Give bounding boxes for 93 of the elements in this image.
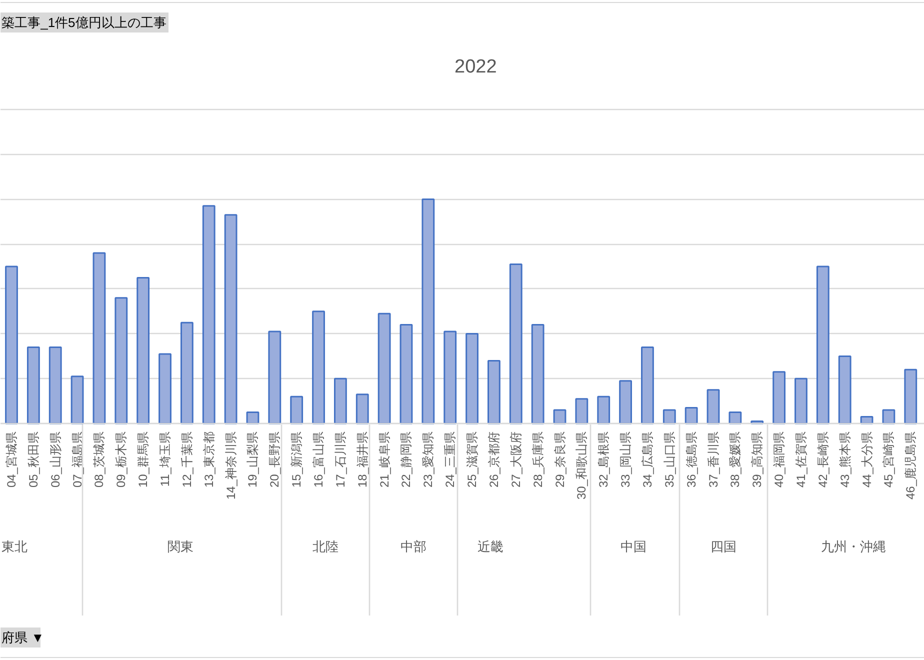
- text: 近畿: [478, 539, 504, 554]
- x-tick-label: 10_群馬県: [136, 431, 150, 488]
- text: 中国: [620, 539, 646, 554]
- x-tick-label: 34_広島県: [640, 431, 654, 488]
- x-tick-label: 36_徳島県: [684, 431, 698, 488]
- bar: [378, 312, 391, 424]
- bar: [400, 324, 413, 424]
- x-tick-label: 40_福岡県: [772, 431, 786, 488]
- x-tick-label: 21_岐阜県: [377, 431, 392, 488]
- bar: [202, 205, 216, 424]
- bar: [575, 398, 588, 424]
- x-tick-label: 35_山口県: [662, 431, 676, 488]
- bar: [312, 310, 325, 424]
- x-tick-label: 05_秋田県: [26, 431, 40, 488]
- bar: [466, 333, 478, 424]
- text: 北陸: [312, 539, 338, 554]
- x-tick-label: 43_熊本県: [838, 431, 852, 488]
- x-tick-label: 24_三重県: [443, 431, 458, 488]
- x-tick-label: 13_東京都: [202, 431, 216, 488]
- bar: [26, 346, 40, 424]
- x-tick-label: 04_宮城県: [4, 431, 18, 488]
- bar: [838, 355, 852, 424]
- bar: [268, 330, 282, 424]
- x-tick-label: 19_山梨県: [246, 431, 260, 488]
- bar: [422, 198, 435, 424]
- x-tick-label: 12_千葉県: [180, 431, 194, 488]
- x-tick-label: 17_石川県: [333, 431, 348, 488]
- x-tick-label: 16_富山県: [312, 431, 326, 488]
- bar: [597, 396, 610, 424]
- bar: [882, 409, 896, 424]
- bar: [619, 380, 632, 424]
- bar: [136, 276, 150, 424]
- bar: [334, 378, 347, 424]
- x-tick-label: 42_長崎県: [816, 431, 830, 488]
- text: 府県 ▼: [2, 630, 44, 645]
- bar: [70, 376, 84, 424]
- x-tick-label: 25_滋賀県: [465, 431, 480, 488]
- x-tick-label: 41_佐賀県: [794, 431, 808, 488]
- x-tick-label: 33_岡山県: [618, 431, 633, 488]
- x-tick-label: 38_愛媛県: [728, 431, 742, 488]
- x-tick-label: 26_京都府: [486, 431, 501, 488]
- x-tick-label: 45_宮崎県: [882, 431, 896, 488]
- bar: [224, 214, 238, 424]
- chart-title: 2022: [454, 56, 497, 78]
- x-tick-label: 20_長野県: [268, 431, 282, 488]
- bar: [158, 353, 172, 424]
- x-tick-label: 44_大分県: [860, 431, 874, 488]
- bar: [356, 394, 369, 424]
- bar: [816, 266, 830, 424]
- x-tick-label: 09_栃木県: [114, 431, 128, 488]
- text: 築工事_1件5億円以上の工事: [2, 15, 166, 30]
- x-tick-label: 28_兵庫県: [530, 431, 545, 488]
- x-tick-label: 07_福島県: [70, 431, 84, 488]
- bar: [246, 412, 260, 424]
- bar: [180, 322, 194, 424]
- bar: [531, 324, 544, 424]
- x-tick-label: 29_奈良県: [552, 431, 567, 488]
- bar: [114, 297, 128, 424]
- x-tick-label: 39_高知県: [750, 431, 764, 488]
- x-tick-label: 32_島根県: [596, 431, 611, 488]
- text: 関東: [168, 539, 194, 554]
- x-tick-label: 15_新潟県: [290, 431, 304, 488]
- x-tick-label: 11_埼玉県: [158, 431, 172, 487]
- bar: [48, 346, 62, 424]
- text: 中部: [400, 539, 426, 554]
- x-tick-label: 18_福井県: [355, 431, 370, 488]
- x-tick-label: 27_大阪府: [508, 431, 523, 488]
- bar: [772, 371, 786, 424]
- bar: [509, 263, 522, 424]
- bar: [5, 266, 18, 424]
- text: 四国: [710, 539, 736, 554]
- bar: [553, 409, 566, 424]
- bar: [662, 409, 676, 424]
- bar: [290, 396, 304, 424]
- bar: [794, 378, 808, 424]
- bar: [641, 346, 654, 424]
- bar: [684, 407, 698, 424]
- bar: [444, 330, 457, 424]
- x-tick-label: 37_香川県: [706, 431, 720, 488]
- x-tick-label: 06_山形県: [48, 431, 62, 488]
- text: 東北: [2, 539, 28, 554]
- text: 九州・沖縄: [821, 539, 886, 554]
- bar: [92, 252, 106, 424]
- x-tick-label: 14_神奈川県: [224, 431, 238, 500]
- x-tick-label: 30_和歌山県: [574, 431, 589, 500]
- bar: [488, 360, 500, 424]
- x-tick-label: 46_鹿児島県: [904, 431, 918, 500]
- bar: [728, 412, 742, 424]
- bar: [706, 389, 720, 424]
- x-tick-label: 22_静岡県: [399, 431, 414, 488]
- x-tick-label: 08_茨城県: [92, 431, 106, 488]
- x-tick-label: 23_愛知県: [421, 431, 436, 488]
- bar: [904, 368, 918, 424]
